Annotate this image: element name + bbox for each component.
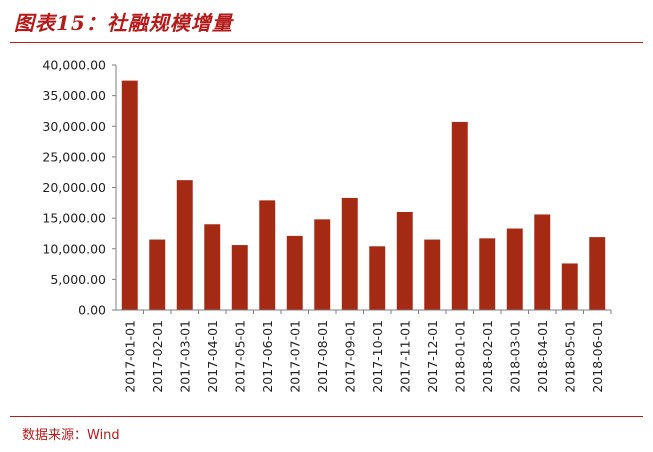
x-tick-label: 2017-12-01: [425, 320, 440, 393]
bars: [121, 80, 606, 311]
bar-2018-03-01: [506, 228, 523, 310]
x-tick-label: 2017-11-01: [397, 320, 412, 393]
x-tick-label: 2018-03-01: [507, 320, 522, 393]
bar-2018-05-01: [561, 263, 578, 310]
x-tick-label: 2017-03-01: [177, 320, 192, 393]
y-tick-label: 0.00: [78, 303, 106, 318]
x-tick-label: 2018-04-01: [535, 320, 550, 393]
bar-2017-03-01: [176, 180, 193, 310]
bar-2017-12-01: [424, 239, 441, 310]
bar-2017-01-01: [121, 80, 138, 311]
y-tick-label: 35,000.00: [42, 88, 106, 103]
bar-2017-04-01: [204, 224, 221, 310]
x-tick-label: 2018-06-01: [590, 320, 605, 393]
bar-2017-06-01: [259, 200, 276, 310]
chart-title: 图表15：社融规模增量: [14, 11, 233, 35]
bar-2018-01-01: [451, 121, 468, 311]
x-tick-label: 2017-08-01: [315, 320, 330, 393]
x-tick-label: 2018-02-01: [480, 320, 495, 393]
bar-2017-11-01: [396, 212, 413, 310]
bar-2017-02-01: [149, 239, 166, 310]
bar-2017-07-01: [286, 235, 303, 310]
y-axis: 0.00 5,000.00 10,000.00 15,000.00 20,000.00 2…: [42, 58, 117, 318]
x-tick-label: 2017-04-01: [205, 320, 220, 393]
bar-2017-10-01: [369, 246, 386, 310]
title-divider: [10, 42, 643, 43]
bar-2018-06-01: [589, 237, 606, 310]
y-tick-label: 5,000.00: [50, 272, 106, 287]
x-tick-label: 2017-09-01: [342, 320, 357, 393]
x-tick-label: 2018-05-01: [562, 320, 577, 393]
x-tick-label: 2018-01-01: [452, 320, 467, 393]
x-tick-label: 2017-10-01: [370, 320, 385, 393]
bar-2018-04-01: [534, 214, 551, 310]
x-tick-label: 2017-02-01: [150, 320, 165, 393]
y-tick-label: 15,000.00: [42, 211, 106, 226]
bar-2018-02-01: [479, 238, 496, 310]
y-tick-label: 10,000.00: [42, 241, 106, 256]
x-tick-label: 2017-01-01: [122, 320, 137, 393]
y-tick-label: 25,000.00: [42, 149, 106, 164]
bar-2017-09-01: [341, 197, 358, 310]
x-tick-label: 2017-06-01: [260, 320, 275, 393]
bar-2017-08-01: [314, 219, 331, 310]
source-note: 数据来源：Wind: [22, 428, 120, 443]
bar-2017-05-01: [231, 245, 248, 310]
x-axis: 2017-01-01 2017-02-01 2017-03-01 2017-04-01…: [116, 309, 612, 393]
footer-divider: [10, 416, 643, 417]
x-tick-label: 2017-05-01: [232, 320, 247, 393]
y-tick-label: 30,000.00: [42, 119, 106, 134]
x-tick-label: 2017-07-01: [287, 320, 302, 393]
y-tick-label: 40,000.00: [42, 58, 106, 73]
y-tick-label: 20,000.00: [42, 180, 106, 195]
